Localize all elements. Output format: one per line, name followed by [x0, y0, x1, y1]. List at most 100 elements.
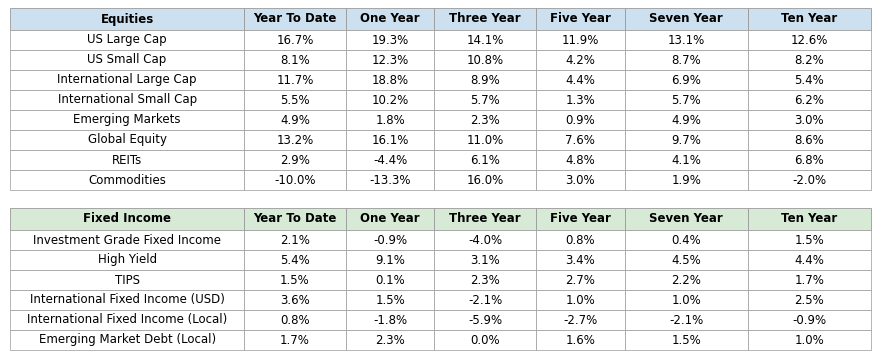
Text: 9.7%: 9.7% [671, 134, 701, 146]
Text: 0.1%: 0.1% [375, 273, 405, 286]
Bar [536, 8, 625, 30]
Text: 5.7%: 5.7% [671, 94, 701, 107]
Text: -0.9%: -0.9% [373, 233, 407, 246]
Text: Fixed Income: Fixed Income [83, 213, 171, 226]
Bar [10, 110, 244, 130]
Text: 2.3%: 2.3% [470, 273, 500, 286]
Bar [625, 8, 748, 30]
Bar [345, 50, 434, 70]
Text: 1.0%: 1.0% [795, 333, 825, 347]
Bar [345, 30, 434, 50]
Bar [536, 270, 625, 290]
Text: 1.0%: 1.0% [566, 293, 596, 306]
Bar [10, 170, 244, 190]
Bar [748, 8, 871, 30]
Bar [748, 230, 871, 250]
Text: 2.1%: 2.1% [280, 233, 310, 246]
Text: Ten Year: Ten Year [781, 213, 838, 226]
Bar [434, 110, 536, 130]
Bar [625, 330, 748, 350]
Bar [625, 208, 748, 230]
Bar [536, 90, 625, 110]
Bar [625, 150, 748, 170]
Bar [244, 30, 345, 50]
Text: 8.9%: 8.9% [470, 74, 500, 87]
Text: 2.3%: 2.3% [470, 114, 500, 127]
Bar [345, 270, 434, 290]
Text: High Yield: High Yield [98, 253, 157, 266]
Bar [748, 30, 871, 50]
Text: 4.1%: 4.1% [671, 154, 701, 166]
Bar [345, 310, 434, 330]
Text: 5.7%: 5.7% [470, 94, 500, 107]
Bar [434, 230, 536, 250]
Bar [625, 30, 748, 50]
Text: 1.7%: 1.7% [280, 333, 310, 347]
Text: 2.7%: 2.7% [566, 273, 596, 286]
Bar [625, 290, 748, 310]
Bar [345, 230, 434, 250]
Bar [434, 250, 536, 270]
Text: 4.9%: 4.9% [280, 114, 310, 127]
Text: -2.1%: -2.1% [670, 313, 703, 327]
Text: -4.4%: -4.4% [373, 154, 407, 166]
Text: 1.5%: 1.5% [375, 293, 405, 306]
Bar [625, 90, 748, 110]
Bar [536, 150, 625, 170]
Text: 4.4%: 4.4% [795, 253, 825, 266]
Bar [10, 290, 244, 310]
Bar [625, 270, 748, 290]
Bar [748, 150, 871, 170]
Text: US Large Cap: US Large Cap [87, 33, 167, 47]
Bar [345, 90, 434, 110]
Bar [244, 250, 345, 270]
Bar [10, 30, 244, 50]
Text: 11.0%: 11.0% [467, 134, 504, 146]
Bar [10, 90, 244, 110]
Text: One Year: One Year [360, 12, 420, 25]
Bar [244, 90, 345, 110]
Text: 3.6%: 3.6% [280, 293, 310, 306]
Text: 14.1%: 14.1% [467, 33, 504, 47]
Text: 4.8%: 4.8% [566, 154, 596, 166]
Text: 2.2%: 2.2% [671, 273, 701, 286]
Text: Ten Year: Ten Year [781, 12, 838, 25]
Text: -5.9%: -5.9% [468, 313, 502, 327]
Text: 0.8%: 0.8% [280, 313, 310, 327]
Bar [244, 130, 345, 150]
Text: -0.9%: -0.9% [792, 313, 826, 327]
Text: -2.7%: -2.7% [563, 313, 597, 327]
Bar [244, 230, 345, 250]
Text: 4.5%: 4.5% [671, 253, 701, 266]
Bar [748, 310, 871, 330]
Bar [434, 8, 536, 30]
Text: -1.8%: -1.8% [373, 313, 407, 327]
Text: 8.6%: 8.6% [795, 134, 825, 146]
Text: TIPS: TIPS [115, 273, 139, 286]
Bar [536, 110, 625, 130]
Text: 6.9%: 6.9% [671, 74, 701, 87]
Bar [10, 330, 244, 350]
Bar [434, 50, 536, 70]
Text: 6.2%: 6.2% [795, 94, 825, 107]
Bar [345, 110, 434, 130]
Text: 1.7%: 1.7% [795, 273, 825, 286]
Bar [536, 30, 625, 50]
Bar [10, 208, 244, 230]
Bar [625, 130, 748, 150]
Text: 1.9%: 1.9% [671, 174, 701, 186]
Bar [345, 70, 434, 90]
Text: Three Year: Three Year [449, 12, 521, 25]
Text: 10.2%: 10.2% [372, 94, 409, 107]
Text: 1.3%: 1.3% [566, 94, 596, 107]
Bar [10, 130, 244, 150]
Bar [10, 70, 244, 90]
Text: 8.7%: 8.7% [671, 54, 701, 67]
Text: 0.8%: 0.8% [566, 233, 596, 246]
Text: US Small Cap: US Small Cap [87, 54, 167, 67]
Bar [244, 170, 345, 190]
Text: Year To Date: Year To Date [254, 12, 337, 25]
Text: 19.3%: 19.3% [372, 33, 409, 47]
Text: International Fixed Income (Local): International Fixed Income (Local) [27, 313, 227, 327]
Text: 1.0%: 1.0% [671, 293, 701, 306]
